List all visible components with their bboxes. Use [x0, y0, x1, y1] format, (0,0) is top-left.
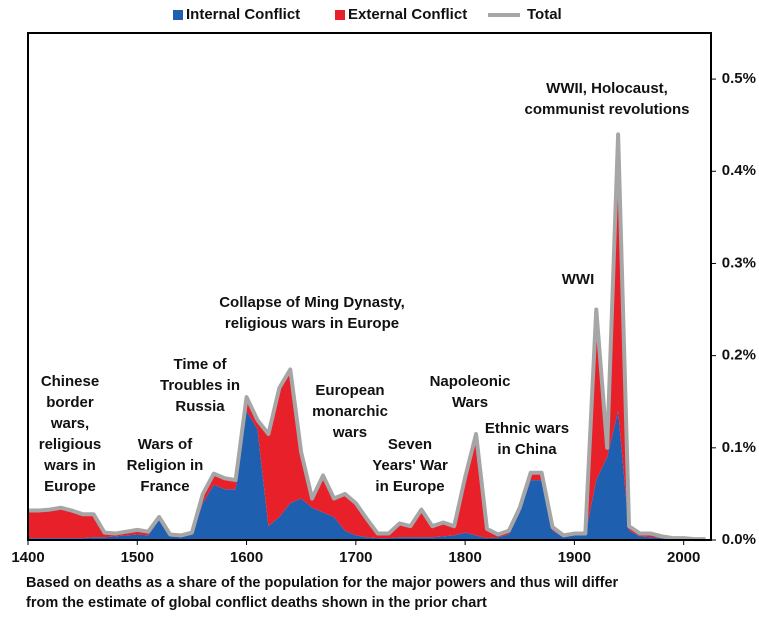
legend-label: Total	[527, 6, 562, 23]
annotation: wars	[332, 424, 367, 441]
footnote: Based on deaths as a share of the popula…	[26, 575, 619, 591]
annotation: France	[140, 478, 189, 495]
annotation: in Europe	[375, 478, 444, 495]
x-tick-label: 2000	[667, 549, 700, 566]
legend-swatch	[335, 10, 345, 20]
y-tick-label: 0.3%	[722, 254, 756, 271]
legend-label: Internal Conflict	[186, 6, 300, 23]
annotation: wars in	[43, 457, 96, 474]
annotation: Napoleonic	[430, 373, 511, 390]
total-line	[28, 132, 706, 542]
plot-frame	[27, 32, 712, 541]
annotation: Wars	[452, 394, 488, 411]
x-tick-label: 1400	[11, 549, 44, 566]
annotation: religious wars in Europe	[225, 315, 399, 332]
annotation: religious	[39, 436, 102, 453]
internal-area	[28, 410, 706, 540]
annotation: Years' War	[372, 457, 448, 474]
annotation: Seven	[388, 436, 432, 453]
annotation: communist revolutions	[524, 101, 689, 118]
annotation: Chinese	[41, 373, 99, 390]
annotation: Ethnic wars	[485, 420, 569, 437]
y-tick-label: 0.5%	[722, 70, 756, 87]
y-tick-label: 0.4%	[722, 162, 756, 179]
annotation: in China	[497, 441, 557, 458]
y-tick-label: 0.2%	[722, 347, 756, 364]
annotation: Europe	[44, 478, 96, 495]
x-tick-label: 1600	[230, 549, 263, 566]
footnote: from the estimate of global conflict dea…	[26, 595, 487, 611]
legend-label: External Conflict	[348, 6, 467, 23]
annotation: WWII, Holocaust,	[546, 80, 668, 97]
annotation: European	[315, 382, 384, 399]
x-tick-label: 1800	[448, 549, 481, 566]
annotation: Wars of	[138, 436, 193, 453]
legend-swatch	[173, 10, 183, 20]
y-tick-label: 0.1%	[722, 439, 756, 456]
y-tick-label: 0.0%	[722, 531, 756, 548]
annotation: wars,	[50, 415, 89, 432]
x-tick-label: 1900	[558, 549, 591, 566]
annotation: Religion in	[127, 457, 204, 474]
annotation: border	[46, 394, 94, 411]
annotation: Troubles in	[160, 377, 240, 394]
annotation: monarchic	[312, 403, 388, 420]
annotation: Time of	[173, 356, 227, 373]
x-tick-label: 1700	[339, 549, 372, 566]
annotation: Russia	[175, 398, 225, 415]
x-tick-label: 1500	[121, 549, 154, 566]
annotation: Collapse of Ming Dynasty,	[219, 294, 405, 311]
annotation: WWI	[562, 271, 594, 288]
